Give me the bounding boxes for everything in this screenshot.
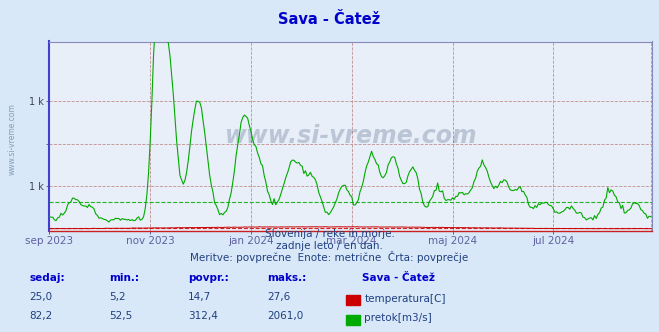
Text: pretok[m3/s]: pretok[m3/s] <box>364 313 432 323</box>
Text: zadnje leto / en dan.: zadnje leto / en dan. <box>276 241 383 251</box>
Text: Meritve: povprečne  Enote: metrične  Črta: povprečje: Meritve: povprečne Enote: metrične Črta:… <box>190 251 469 263</box>
Text: 25,0: 25,0 <box>30 292 53 302</box>
Text: sedaj:: sedaj: <box>30 273 65 283</box>
Text: 312,4: 312,4 <box>188 311 217 321</box>
Text: min.:: min.: <box>109 273 139 283</box>
Text: 14,7: 14,7 <box>188 292 211 302</box>
Text: www.si-vreme.com: www.si-vreme.com <box>225 124 477 148</box>
Text: 2061,0: 2061,0 <box>267 311 303 321</box>
Text: Sava - Čatež: Sava - Čatež <box>362 273 436 283</box>
Text: maks.:: maks.: <box>267 273 306 283</box>
Text: www.si-vreme.com: www.si-vreme.com <box>8 104 17 175</box>
Text: 82,2: 82,2 <box>30 311 53 321</box>
Text: 27,6: 27,6 <box>267 292 290 302</box>
Text: 5,2: 5,2 <box>109 292 125 302</box>
Text: Sava - Čatež: Sava - Čatež <box>278 12 381 27</box>
Text: temperatura[C]: temperatura[C] <box>364 294 446 304</box>
Text: povpr.:: povpr.: <box>188 273 229 283</box>
Text: Slovenija / reke in morje.: Slovenija / reke in morje. <box>264 229 395 239</box>
Text: 52,5: 52,5 <box>109 311 132 321</box>
